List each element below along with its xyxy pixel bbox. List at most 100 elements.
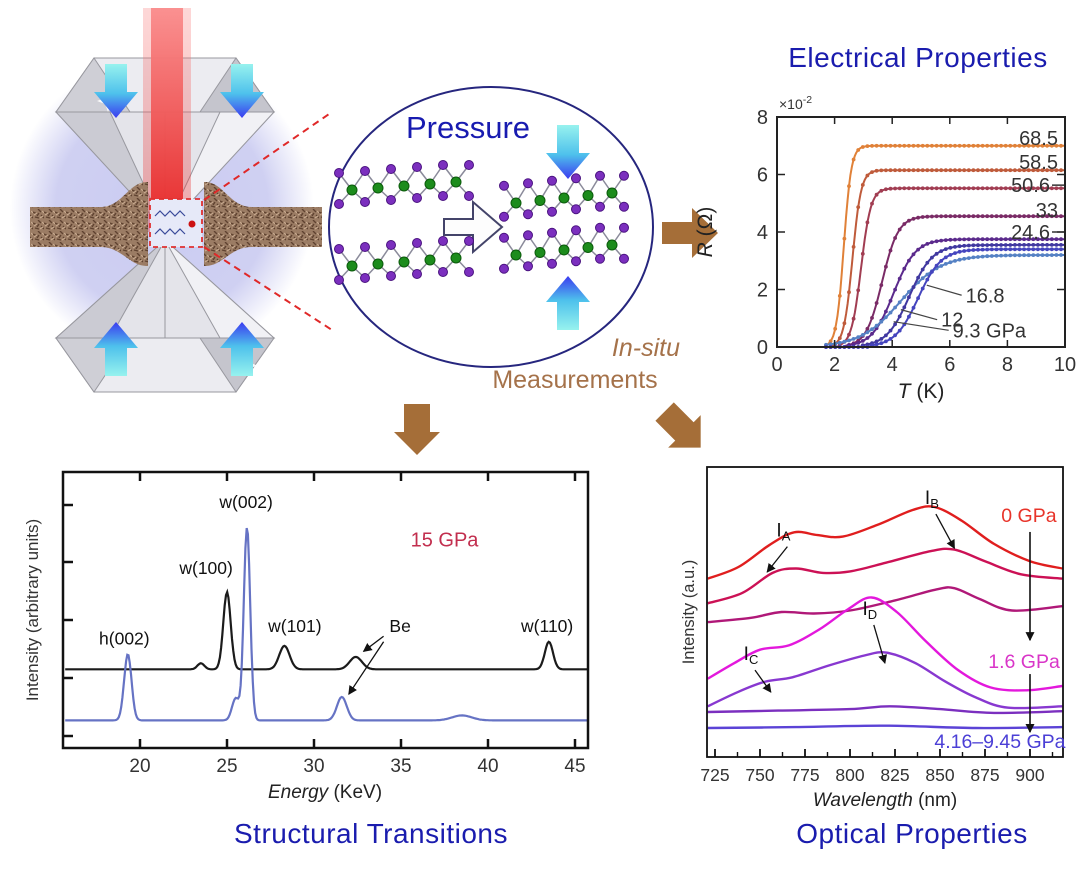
pressure-annotation: 15 GPa [411,530,480,552]
atom-green [372,258,384,270]
atom-purple [595,170,605,181]
atom-green [424,254,436,266]
x-tick-label: 850 [925,765,954,785]
plot-frame [706,466,1064,758]
electrical-properties-title: Electrical Properties [788,42,1048,73]
y-tick-label: 4 [757,222,768,244]
atom-purple [499,232,509,243]
pressure-annotation: 1.6 GPa [988,651,1060,673]
peak-label: w(100) [178,558,233,578]
atom-purple [595,222,605,233]
band-label: IC [744,644,759,667]
spectrum-curve [707,505,1063,580]
gasket-right [204,182,322,266]
series-line [824,243,1065,348]
axis-label: Energy (KeV) [268,782,382,803]
plot-frame [61,470,590,750]
gasket-left [30,182,148,266]
y-tick-label: 2 [757,280,768,302]
band-arrow [766,546,788,573]
spectrum-curve [707,596,1063,692]
atom-purple [360,242,370,252]
x-tick-label: 725 [700,765,729,785]
x-tick-label: 20 [129,756,150,777]
atom-green [510,249,522,261]
atom-green [346,260,358,272]
atom-purple [386,195,396,205]
band-label: IB [925,488,939,511]
atom-purple [464,236,474,246]
arrow-to-structural [394,404,440,455]
x-tick-label: 40 [477,756,498,777]
pressure-series-label: 16.8 [966,285,1005,307]
spectrum-curve [707,724,1063,730]
atom-purple [464,160,474,170]
atom-purple [619,222,629,233]
x-tick-label: 4 [887,354,898,376]
atom-purple [334,275,344,285]
atom-purple [412,269,422,279]
be-peak-arrow [362,635,384,653]
series-line [823,144,1065,348]
zoom-callout-line [203,246,333,331]
axis-label: Intensity (arbitrary units) [23,519,42,701]
series-line [824,169,1065,348]
pressure-series-label: 68.5 [1019,128,1058,150]
atom-purple [547,206,557,217]
x-tick-label: 825 [880,765,909,785]
atom-purple [334,244,344,254]
atom-green [346,184,358,196]
atom-purple [438,191,448,201]
atom-green [534,195,546,206]
x-tick-label: 900 [1015,765,1044,785]
band-arrow [935,513,955,550]
x-tick-label: 30 [303,756,324,777]
scale-note: ×10-2 [779,94,812,112]
axis-label: Wavelength (nm) [813,790,957,810]
band-label: IA [776,521,790,544]
series-markers [824,247,1063,349]
pressure-schematic [328,86,654,368]
measurements-label: Measurements [492,366,658,394]
x-tick-label: 45 [564,756,585,777]
axis-label: R (Ω) [694,207,717,258]
sample-layer [154,228,186,235]
atom-purple [619,201,629,212]
atom-purple [412,238,422,248]
diamond-anvil-cell-illustration [10,8,333,393]
zoom-callout-line [203,111,333,201]
atom-green [534,247,546,258]
pressure-series-label: 50.6 [1011,175,1050,197]
atom-purple [438,236,448,246]
peak-label: h(002) [99,629,150,649]
atom-purple [571,173,581,184]
spectrum-curve [707,547,1063,605]
atom-purple [412,193,422,203]
atom-purple [386,271,396,281]
series-line [824,238,1065,348]
axis-label: Intensity (a.u.) [680,560,698,665]
structural-transitions-title: Structural Transitions [234,818,508,849]
atom-purple [499,180,509,191]
insitu-label: In-situ [611,334,680,362]
crystal-layers [334,160,629,285]
atom-green [606,187,618,199]
x-tick-label: 2 [829,354,840,376]
x-tick-label: 775 [790,765,819,785]
optical-chart: 725 750 775 800 825 850 875 900 Wavelength (nm) I… [680,466,1066,810]
pressure-annotation: 0 GPa [1001,505,1056,527]
band-label: ID [862,599,877,622]
y-tick-label: 0 [757,337,768,359]
pressure-label: Pressure [405,110,531,145]
atom-purple [571,225,581,236]
structural-chart: 20 25 30 35 40 45 Energy (KeV) Intensity (arbit… [23,470,590,803]
be-peak-arrow [348,641,385,696]
series-markers [824,237,1063,349]
x-tick-label: 800 [835,765,864,785]
atom-purple [571,256,581,267]
diffraction-pattern [65,588,588,671]
diffraction-pattern [65,527,588,722]
atom-purple [523,178,533,189]
atom-green [398,256,410,268]
